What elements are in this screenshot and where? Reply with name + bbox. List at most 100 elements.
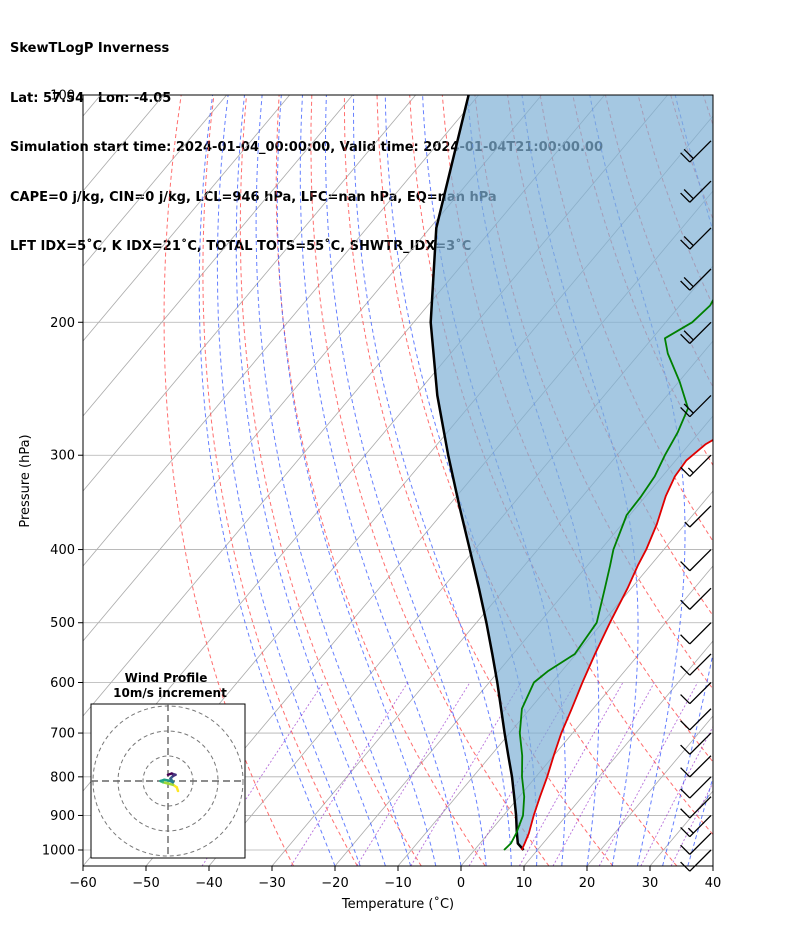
- wind-barbs: [680, 140, 712, 872]
- wind-barb-flag: [680, 152, 691, 163]
- wind-barb-flag: [680, 407, 691, 418]
- wind-barb-flag: [680, 192, 691, 203]
- wind-barb-staff: [689, 653, 712, 676]
- moist-adiabat: [255, 95, 412, 866]
- x-tick-label: −30: [258, 876, 285, 891]
- wind-barb-staff: [689, 682, 712, 705]
- dry-adiabat: [736, 95, 794, 866]
- moist-adiabat: [352, 95, 512, 866]
- wind-barb: [680, 796, 712, 819]
- wind-barb-flag: [680, 827, 691, 838]
- wind-barb: [680, 549, 712, 572]
- y-tick-label: 400: [50, 543, 75, 558]
- wind-barb: [680, 776, 712, 799]
- dry-adiabat: [376, 95, 678, 866]
- wind-barb: [680, 227, 712, 250]
- x-axis-label: Temperature (˚C): [341, 896, 454, 912]
- moist-adiabat: [198, 95, 336, 866]
- x-tick-label: −40: [195, 876, 222, 891]
- isotherm-line: [586, 715, 713, 866]
- wind-barb: [680, 622, 712, 645]
- wind-barb-flag: [687, 467, 694, 474]
- wind-barb: [680, 321, 712, 344]
- wind-barb-flag: [683, 330, 694, 341]
- y-tick-label: 300: [50, 449, 75, 464]
- wind-barb-flag: [680, 634, 691, 645]
- dry-adiabat: [163, 95, 294, 866]
- moist-adiabat: [276, 95, 437, 866]
- mixing-ratio-line: [468, 682, 577, 866]
- isotherm-line: [712, 865, 713, 866]
- dry-adiabat: [441, 95, 713, 763]
- y-axis-ticks: 100 200 300 400 500 600 700 800 900 1000: [42, 89, 83, 859]
- wind-barb: [680, 755, 712, 778]
- background-lines: [83, 95, 794, 866]
- wind-barb-flag: [683, 235, 694, 247]
- parcel-line: [429, 95, 525, 851]
- wind-barb-flag: [680, 561, 691, 572]
- hodograph-title: Wind Profile: [125, 671, 208, 685]
- wind-barb-staff: [689, 549, 712, 572]
- wind-barb: [680, 454, 712, 477]
- isotherm-line: [83, 95, 101, 117]
- wind-barb: [680, 653, 712, 676]
- cape-area: [430, 95, 713, 850]
- wind-barb-flag: [684, 521, 691, 528]
- wind-barb: [680, 587, 712, 610]
- wind-barb-flag: [680, 861, 691, 872]
- wind-barb: [680, 732, 712, 755]
- mixing-ratio-line: [410, 682, 522, 866]
- moist-adiabat: [712, 864, 713, 866]
- wind-barb-flag: [680, 466, 691, 477]
- x-tick-label: −50: [132, 876, 159, 891]
- x-tick-label: −20: [321, 876, 348, 891]
- wind-barb-flag: [680, 767, 691, 778]
- dry-adiabat: [239, 95, 422, 866]
- wind-barb-flag: [680, 694, 691, 705]
- moist-adiabat: [235, 95, 386, 866]
- x-tick-label: −10: [384, 876, 411, 891]
- mixing-ratio-line: [598, 682, 698, 866]
- wind-barb-flag: [687, 827, 694, 834]
- wind-barb-staff: [689, 505, 712, 528]
- wind-barb-staff: [689, 755, 712, 778]
- wind-barb: [680, 708, 712, 731]
- dry-adiabat: [769, 95, 794, 866]
- wind-barb-flag: [683, 277, 694, 288]
- wind-barb-flag: [683, 403, 694, 414]
- wind-barb-flag: [680, 280, 691, 291]
- y-tick-label: 1000: [42, 844, 75, 859]
- hodograph-trace: [166, 772, 173, 776]
- wind-barb: [680, 849, 712, 872]
- wind-barb-staff: [689, 708, 712, 731]
- dry-adiabat: [310, 95, 550, 866]
- wind-barb: [680, 682, 712, 705]
- dry-adiabat: [702, 95, 713, 127]
- dry-adiabat: [343, 95, 614, 866]
- wind-barb-flag: [680, 844, 691, 855]
- wind-barb-staff: [689, 454, 712, 477]
- isotherm-line: [83, 95, 542, 642]
- moist-adiabat: [216, 95, 361, 866]
- wind-barb-flag: [680, 808, 691, 819]
- x-tick-label: 20: [579, 876, 596, 891]
- isotherm-line: [460, 565, 713, 866]
- wind-barb-staff: [689, 587, 712, 610]
- wind-barb: [684, 505, 712, 528]
- y-tick-label: 600: [50, 676, 75, 691]
- isotherm-line: [83, 95, 416, 492]
- moist-adiabat: [325, 95, 487, 866]
- moist-adiabat: [299, 95, 462, 866]
- wind-barb-staff: [689, 622, 712, 645]
- x-tick-label: −60: [69, 876, 96, 891]
- x-axis-ticks: −60 −50 −40 −30 −20 −10 0 10 20 30 40: [69, 866, 721, 891]
- isotherm-line: [523, 640, 713, 866]
- hodograph-plot: [91, 704, 245, 858]
- wind-barb-flag: [680, 599, 691, 610]
- x-tick-label: 30: [642, 876, 659, 891]
- wind-barb-flag: [680, 744, 691, 755]
- y-tick-label: 100: [50, 89, 75, 104]
- mixing-ratio-line: [552, 682, 655, 866]
- mixing-ratio-line: [356, 682, 471, 866]
- wind-barb: [680, 268, 712, 291]
